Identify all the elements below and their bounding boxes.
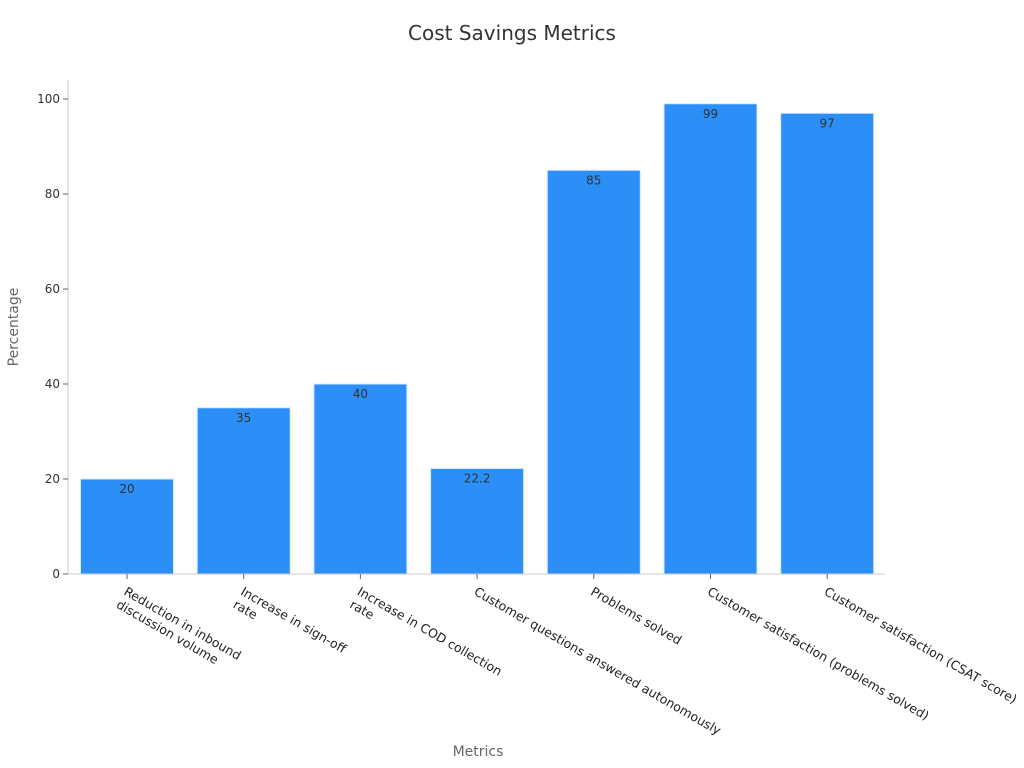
y-axis: 0 20 40 60 80 100 <box>37 80 69 581</box>
data-label: 40 <box>353 387 368 401</box>
y-tick-label: 100 <box>37 92 60 106</box>
x-tick-label: Reduction in inbounddiscussion volume <box>114 584 244 676</box>
y-tick-label: 60 <box>45 282 60 296</box>
x-tick-label-line: Increase in sign-off <box>238 584 349 657</box>
y-tick-label: 0 <box>52 567 60 581</box>
bar <box>196 407 291 575</box>
bar <box>80 478 174 575</box>
y-axis-title: Percentage <box>6 288 22 367</box>
y-tick-label: 80 <box>45 187 60 201</box>
data-label: 35 <box>236 411 251 425</box>
data-label: 99 <box>703 107 718 121</box>
data-label: 85 <box>586 173 601 187</box>
x-axis-title: Metrics <box>453 744 504 760</box>
bars-group: 20 35 40 22.2 85 99 97 <box>80 103 875 575</box>
bar <box>546 169 641 575</box>
x-tick-label-line: Customer satisfaction (problems solved) <box>705 584 932 724</box>
bar <box>663 103 758 575</box>
x-tick-label: Customer satisfaction (problems solved) <box>705 584 932 724</box>
data-label: 20 <box>119 482 134 496</box>
bar <box>430 468 525 575</box>
x-tick-label-line: Customer satisfaction (CSAT score) <box>822 584 1020 707</box>
bar <box>313 383 408 575</box>
x-tick-label-line: Problems solved <box>588 584 684 648</box>
y-tick-label: 40 <box>45 377 60 391</box>
y-tick-label: 20 <box>45 472 60 486</box>
x-tick-label-line: Customer questions answered autonomously <box>472 584 725 739</box>
x-axis: Reduction in inbounddiscussion volume Inc… <box>68 573 1020 739</box>
data-label: 22.2 <box>464 472 491 486</box>
x-tick-label: Increase in sign-offrate <box>231 584 349 670</box>
bar <box>780 112 875 575</box>
x-tick-label: Customer satisfaction (CSAT score) <box>822 584 1020 707</box>
x-tick-label: Problems solved <box>588 584 684 648</box>
x-tick-label: Customer questions answered autonomously <box>472 584 725 739</box>
chart-title: Cost Savings Metrics <box>408 21 616 45</box>
data-label: 97 <box>820 116 835 130</box>
